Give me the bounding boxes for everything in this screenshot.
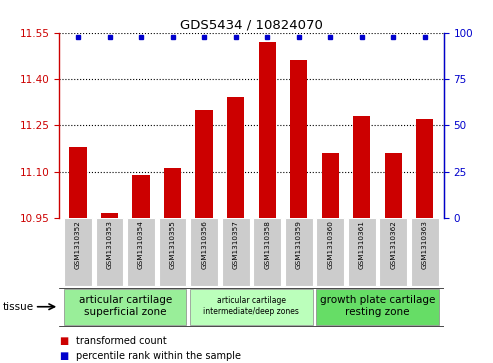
Bar	[133, 175, 150, 218]
Bar	[222, 219, 249, 286]
Text: articular cartilage
intermediate/deep zones: articular cartilage intermediate/deep zo…	[204, 296, 299, 316]
Text: articular cartilage
superficial zone: articular cartilage superficial zone	[79, 295, 172, 317]
Bar	[353, 116, 370, 218]
Bar	[64, 219, 92, 286]
Bar	[190, 289, 313, 325]
Text: GSM1310358: GSM1310358	[264, 220, 270, 269]
Bar	[348, 219, 376, 286]
Bar	[285, 219, 313, 286]
Bar	[96, 219, 123, 286]
Bar	[127, 219, 155, 286]
Bar	[64, 289, 186, 325]
Bar	[411, 219, 439, 286]
Title: GDS5434 / 10824070: GDS5434 / 10824070	[180, 19, 323, 32]
Bar	[380, 219, 407, 286]
Bar	[70, 147, 87, 218]
Text: GSM1310362: GSM1310362	[390, 220, 396, 269]
Text: GSM1310355: GSM1310355	[170, 220, 176, 269]
Text: growth plate cartilage
resting zone: growth plate cartilage resting zone	[320, 295, 435, 317]
Bar	[227, 98, 245, 218]
Bar	[317, 219, 344, 286]
Text: ■: ■	[59, 351, 69, 361]
Text: ■: ■	[59, 336, 69, 346]
Text: GSM1310360: GSM1310360	[327, 220, 333, 269]
Text: tissue: tissue	[2, 302, 34, 312]
Text: GSM1310356: GSM1310356	[201, 220, 207, 269]
Bar	[317, 289, 439, 325]
Text: GSM1310359: GSM1310359	[296, 220, 302, 269]
Text: GSM1310353: GSM1310353	[106, 220, 112, 269]
Bar	[290, 61, 307, 218]
Text: GSM1310352: GSM1310352	[75, 220, 81, 269]
Text: GSM1310354: GSM1310354	[138, 220, 144, 269]
Text: GSM1310361: GSM1310361	[359, 220, 365, 269]
Text: transformed count: transformed count	[76, 336, 167, 346]
Bar	[253, 219, 281, 286]
Text: GSM1310357: GSM1310357	[233, 220, 239, 269]
Bar	[385, 153, 402, 218]
Bar	[159, 219, 186, 286]
Bar	[416, 119, 433, 218]
Bar	[258, 42, 276, 218]
Bar	[190, 219, 218, 286]
Bar	[164, 168, 181, 218]
Text: GSM1310363: GSM1310363	[422, 220, 428, 269]
Text: percentile rank within the sample: percentile rank within the sample	[76, 351, 242, 361]
Bar	[196, 110, 213, 218]
Bar	[321, 153, 339, 218]
Bar	[101, 213, 118, 218]
